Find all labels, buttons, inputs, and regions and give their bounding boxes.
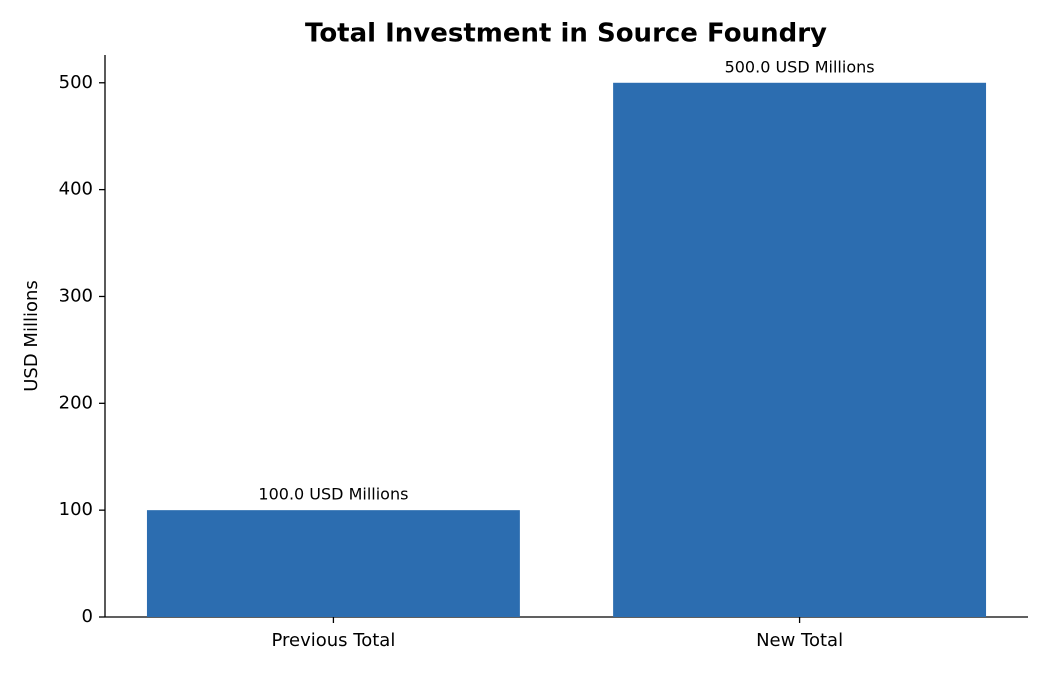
y-tick-label: 500: [59, 72, 93, 93]
value-label: 100.0 USD Millions: [258, 485, 408, 504]
value-label: 500.0 USD Millions: [725, 57, 875, 76]
bar: [146, 510, 520, 617]
x-tick-label: Previous Total: [271, 630, 395, 651]
x-tick-label: New Total: [756, 630, 843, 651]
y-axis-label: USD Millions: [21, 280, 42, 392]
y-tick-label: 300: [59, 285, 93, 306]
chart-title: Total Investment in Source Foundry: [305, 19, 827, 49]
y-tick-label: 400: [59, 179, 93, 200]
y-tick-label: 200: [59, 392, 93, 413]
bar: [613, 82, 987, 617]
y-tick-label: 0: [82, 606, 93, 627]
y-tick-label: 100: [59, 499, 93, 520]
